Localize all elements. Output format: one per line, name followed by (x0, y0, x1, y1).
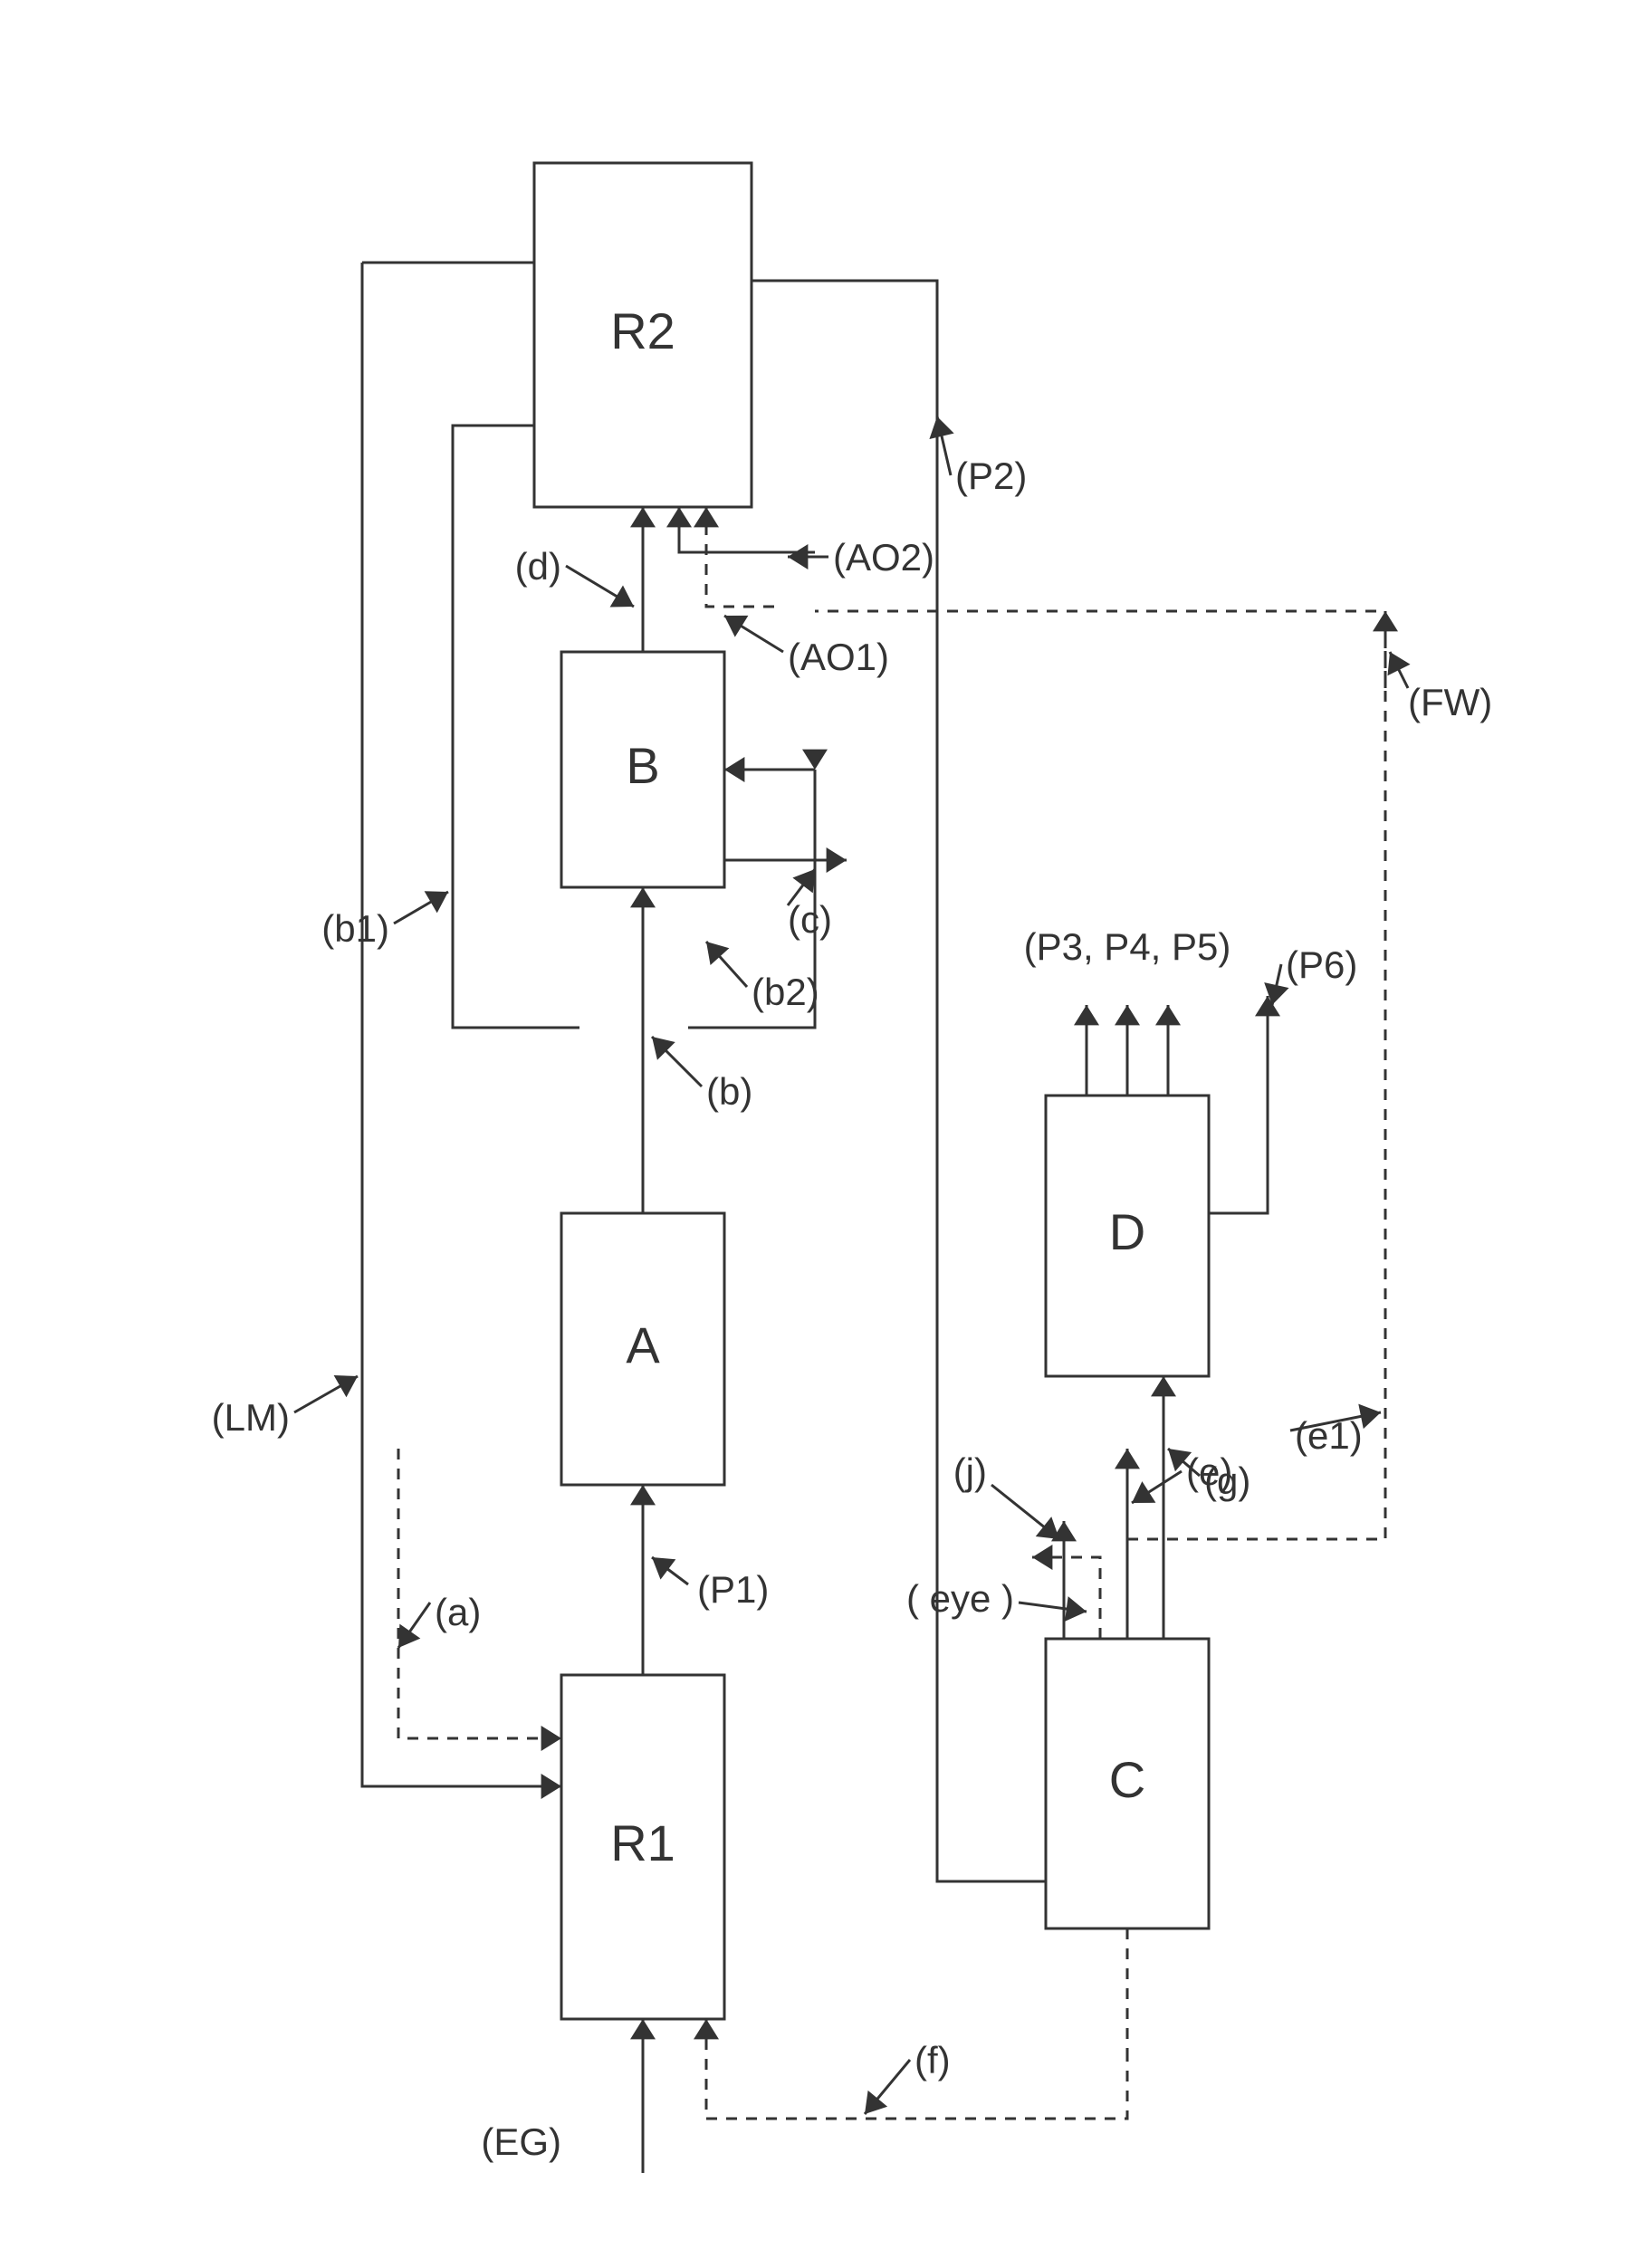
box-R2: R2 (534, 163, 752, 507)
lbl-g: (g) (1204, 1459, 1250, 1502)
lbl-EG: (EG) (481, 2120, 561, 2163)
lbl-c: (c) (788, 898, 832, 941)
box-A: A (561, 1213, 724, 1485)
lbl-AO1: (AO1) (788, 636, 889, 678)
lbl-LM: (LM) (212, 1396, 290, 1439)
lbl-b1: (b1) (321, 907, 389, 950)
box-R1: R1 (561, 1675, 724, 2019)
box-C-label: C (1109, 1751, 1145, 1808)
process-flowchart: R1 A B R2 C D (EG) (P1) (a) (LM) (b) (b1) (b2) (c) (d… (0, 0, 1647, 2268)
lbl-P6: (P6) (1286, 943, 1357, 986)
edge-AO1-R2 (706, 507, 774, 607)
edge-R2-P2 (752, 281, 937, 1150)
edge-e1 (815, 611, 1385, 1539)
edge-LM-R1-top (362, 263, 561, 1786)
box-B-label: B (626, 737, 659, 794)
lbl-P2: (P2) (955, 455, 1027, 497)
lbl-P345: (P3, P4, P5) (1024, 925, 1231, 968)
box-R1-label: R1 (610, 1814, 675, 1871)
box-B: B (561, 652, 724, 887)
lbl-e1: (e1) (1295, 1414, 1363, 1457)
box-D-label: D (1109, 1203, 1145, 1260)
lbl-eye: ( eye ) (906, 1577, 1014, 1620)
box-R2-label: R2 (610, 302, 675, 359)
lbl-AO2: (AO2) (833, 536, 934, 579)
box-C: C (1046, 1639, 1209, 1928)
lbl-j: (j) (953, 1450, 987, 1493)
lbl-FW: (FW) (1408, 681, 1492, 723)
edge-C-eye (1032, 1557, 1100, 1639)
edge-D-P6 (1209, 996, 1268, 1213)
lbl-f: (f) (914, 2039, 951, 2081)
box-A-label: A (626, 1316, 660, 1373)
edge-AO2-R2 (679, 507, 815, 552)
lbl-d: (d) (515, 545, 561, 588)
box-D: D (1046, 1096, 1209, 1376)
lbl-b2: (b2) (752, 971, 819, 1013)
labels-layer: (EG) (P1) (a) (LM) (b) (b1) (b2) (c) (d) (AO1) (AO… (212, 455, 1493, 2163)
lbl-a: (a) (435, 1591, 481, 1633)
lbl-b: (b) (706, 1070, 752, 1113)
boxes-layer: R1 A B R2 C D (534, 163, 1209, 2019)
lbl-P1: (P1) (697, 1568, 769, 1611)
